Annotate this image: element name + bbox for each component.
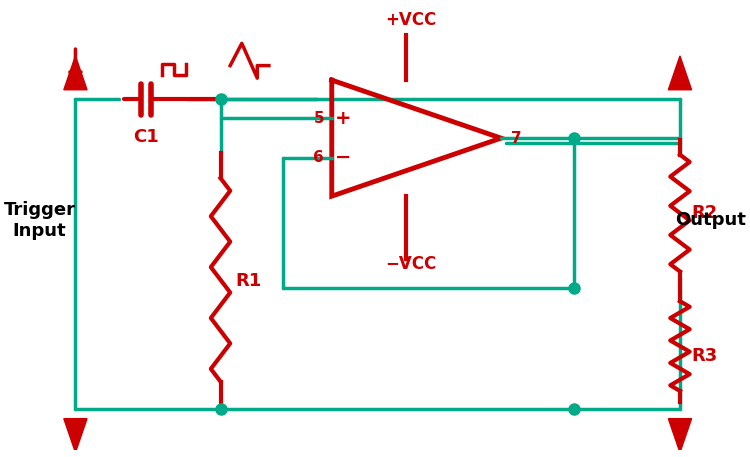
Text: R3: R3 (692, 347, 718, 365)
Text: 5: 5 (314, 111, 324, 126)
Text: 7: 7 (511, 131, 521, 146)
Text: −: − (335, 149, 352, 167)
Text: R2: R2 (692, 204, 718, 222)
Text: 6: 6 (314, 150, 324, 165)
Text: +VCC: +VCC (386, 11, 436, 29)
Text: Output: Output (676, 211, 746, 229)
Text: C1: C1 (134, 128, 159, 146)
Polygon shape (668, 419, 692, 452)
Polygon shape (64, 419, 87, 452)
Text: R1: R1 (235, 272, 261, 290)
Text: −VCC: −VCC (386, 255, 436, 273)
Text: +: + (335, 109, 352, 128)
Polygon shape (668, 56, 692, 90)
Text: Trigger
Input: Trigger Input (4, 201, 76, 240)
Polygon shape (64, 56, 87, 90)
